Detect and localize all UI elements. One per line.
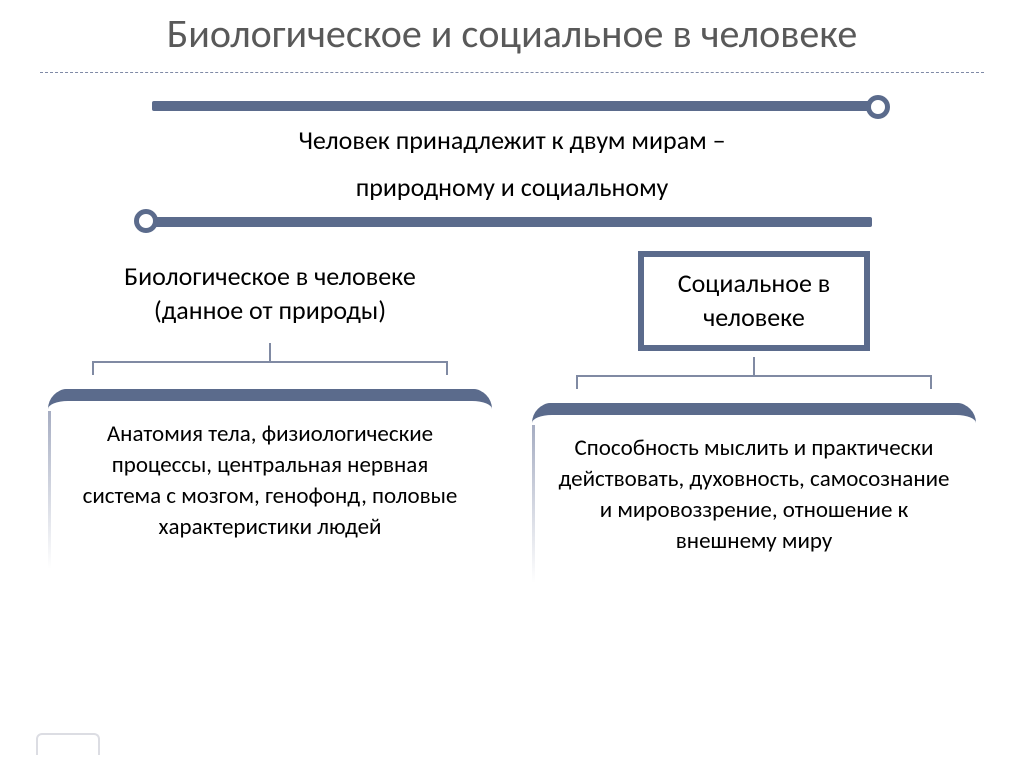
connector-bracket-left [48,343,492,389]
column-heading-biological: Биологическое в человеке (данное от прир… [124,251,416,337]
intro-banner: Человек принадлежит к двум мирам – приро… [132,101,892,227]
banner-curl-bottom-left [134,209,158,233]
column-social: Социальное в человеке Способность мыслит… [532,251,976,583]
banner-line-1: Человек принадлежит к двум мирам – [172,123,852,158]
banner-curl-top-right [866,95,890,119]
title-divider [40,72,984,73]
banner-line-2: природному и социальному [172,170,852,205]
connector-bracket-right [532,357,976,403]
column-biological: Биологическое в человеке (данное от прир… [48,251,492,583]
columns: Биологическое в человеке (данное от прир… [0,247,1024,583]
slide-corner-tab [36,733,100,755]
column-heading-social: Социальное в человеке [638,251,871,351]
content-box-biological: Анатомия тела, физиологические процессы,… [48,389,492,569]
banner-bar-top [152,101,872,111]
banner-body: Человек принадлежит к двум мирам – приро… [132,101,892,227]
content-box-social: Способность мыслить и практически действ… [532,403,976,583]
banner-bar-bottom [152,217,872,227]
page-title: Биологическое и социальное в человеке [0,0,1024,72]
